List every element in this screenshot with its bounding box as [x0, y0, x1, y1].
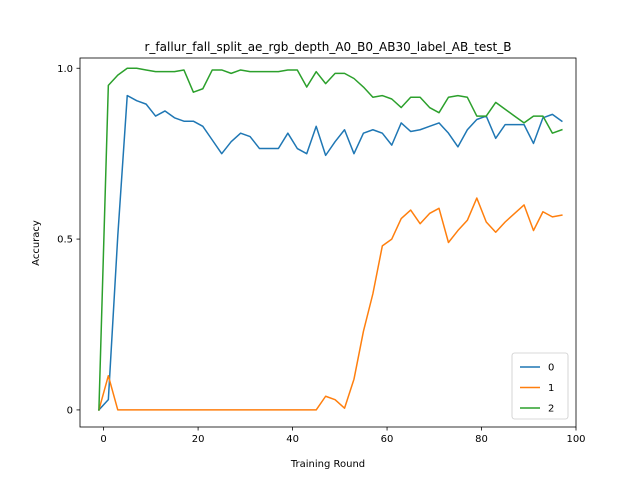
x-tick-label: 100 — [566, 434, 585, 445]
x-axis: 0 20 40 60 80 100 — [100, 427, 586, 445]
legend-box — [511, 352, 569, 420]
series-line-2 — [98, 67, 563, 411]
plot-area — [79, 57, 577, 428]
legend-label-0: 0 — [548, 363, 554, 374]
legend-label-1: 1 — [548, 383, 554, 394]
x-tick-label: 40 — [286, 434, 299, 445]
x-axis-label: Training Round — [290, 459, 365, 470]
y-tick-label: 1.0 — [57, 64, 73, 75]
x-tick-label: 0 — [100, 434, 106, 445]
y-tick-label: 0.5 — [57, 235, 73, 246]
x-tick-label: 20 — [192, 434, 205, 445]
chart-title: r_fallur_fall_split_ae_rgb_depth_A0_B0_A… — [145, 40, 512, 54]
axes-frame — [79, 57, 577, 428]
x-tick-label: 80 — [475, 434, 488, 445]
y-axis: 0 0.5 1.0 — [57, 64, 80, 416]
x-tick-label: 60 — [381, 434, 394, 445]
legend-label-2: 2 — [548, 404, 554, 415]
legend: 0 1 2 — [511, 352, 569, 420]
y-tick-label: 0 — [67, 405, 73, 416]
series-line-1 — [97, 197, 563, 411]
y-axis-label: Accuracy — [31, 220, 42, 266]
